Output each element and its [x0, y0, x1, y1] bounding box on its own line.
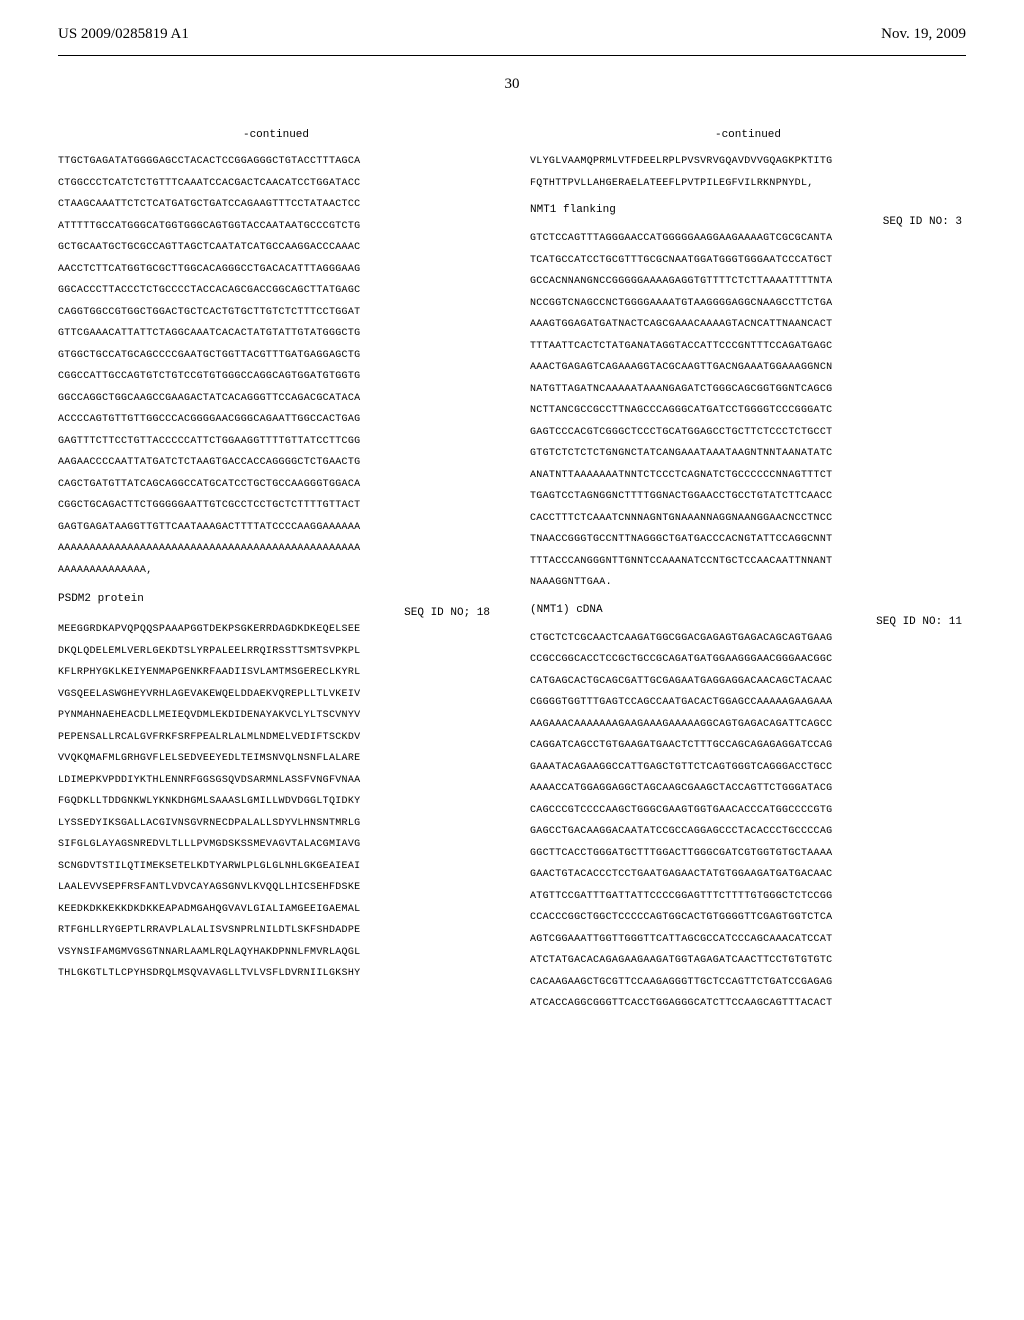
seq-id-3: SEQ ID NO: 3 — [530, 216, 966, 228]
seq-id-11: SEQ ID NO: 11 — [530, 616, 966, 628]
protein-label: PSDM2 protein — [58, 593, 494, 605]
continued-left: -continued — [58, 129, 494, 141]
content-area: -continued TTGCTGAGATATGGGGAGCCTACACTCCG… — [0, 129, 1024, 1015]
page-header: US 2009/0285819 A1 Nov. 19, 2009 — [0, 0, 1024, 51]
protein-sequence: MEEGGRDKAPVQPQQSPAAAPGGTDEKPSGKERRDAGDKD… — [58, 619, 494, 985]
dna-sequence-left: TTGCTGAGATATGGGGAGCCTACACTCCGGAGGGCTGTAC… — [58, 151, 494, 581]
continued-right: -continued — [530, 129, 966, 141]
cdna-label: (NMT1) cDNA — [530, 604, 966, 616]
cdna-sequence: CTGCTCTCGCAACTCAAGATGGCGGACGAGAGTGAGACAG… — [530, 628, 966, 1015]
right-column: -continued VLYGLVAAMQPRMLVTFDEELRPLPVSVR… — [530, 129, 966, 1015]
header-divider — [58, 55, 966, 56]
patent-date: Nov. 19, 2009 — [881, 26, 966, 43]
cont-sequence-right: VLYGLVAAMQPRMLVTFDEELRPLPVSVRVGQAVDVVGQA… — [530, 151, 966, 194]
patent-number: US 2009/0285819 A1 — [58, 26, 189, 43]
flanking-sequence: GTCTCCAGTTTAGGGAACCATGGGGGAAGGAAGAAAAGTC… — [530, 228, 966, 594]
page-number: 30 — [0, 76, 1024, 93]
seq-id-18: SEQ ID NO; 18 — [58, 607, 494, 619]
flanking-label: NMT1 flanking — [530, 204, 966, 216]
left-column: -continued TTGCTGAGATATGGGGAGCCTACACTCCG… — [58, 129, 494, 1015]
